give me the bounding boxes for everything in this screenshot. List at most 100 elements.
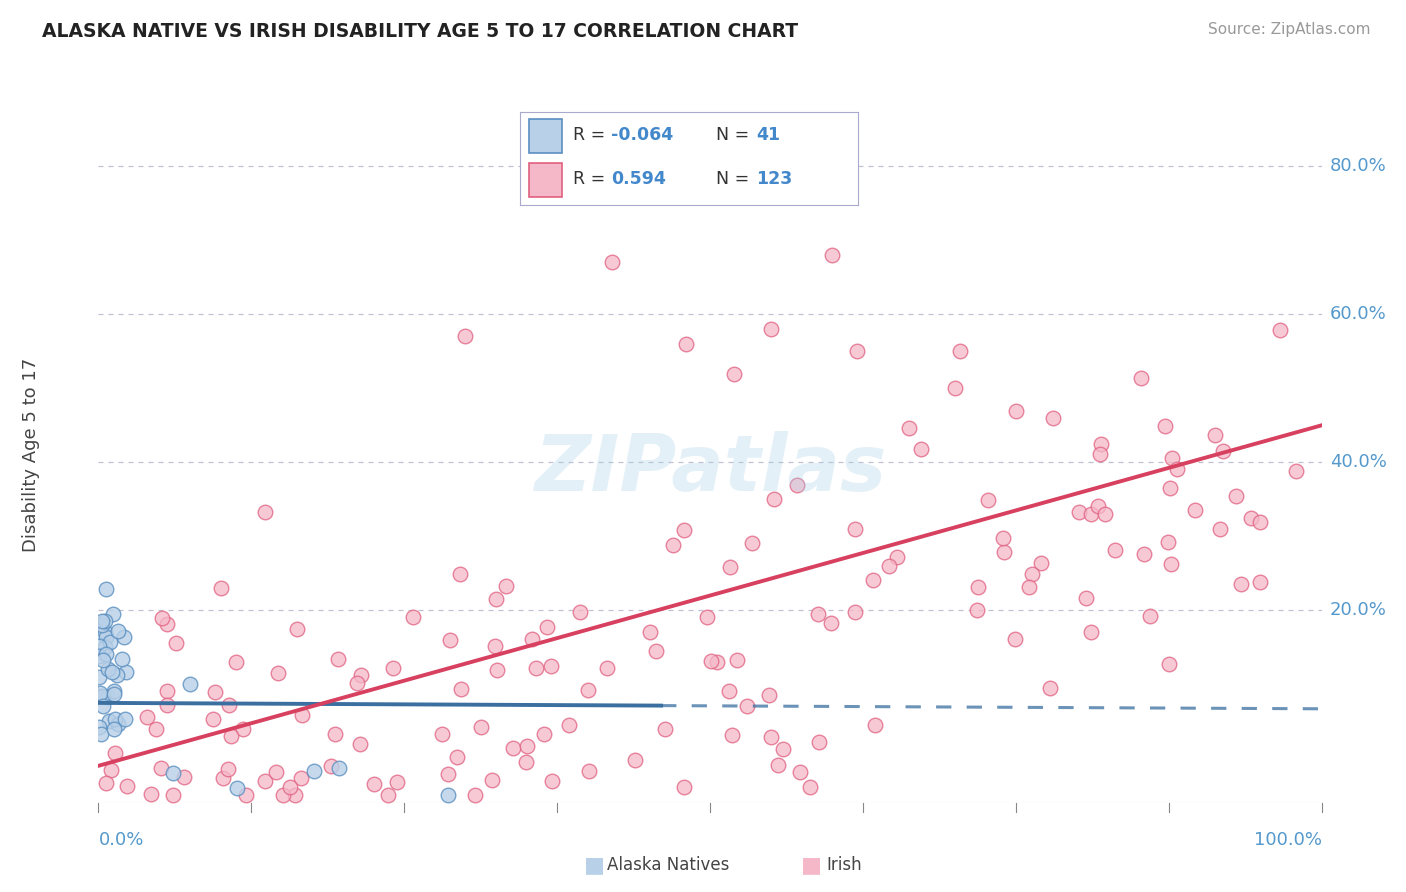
Point <box>966 603 988 617</box>
Point <box>1249 515 1271 529</box>
Point <box>155 698 177 713</box>
Point <box>90 618 112 632</box>
Point <box>1249 574 1271 589</box>
Point <box>1157 657 1180 672</box>
Point <box>576 682 599 697</box>
Point <box>98 714 121 729</box>
Point <box>1004 403 1026 417</box>
Point <box>91 652 114 666</box>
Point <box>662 538 685 552</box>
Point <box>1166 461 1188 475</box>
Point <box>450 681 472 696</box>
Text: 0.0%: 0.0% <box>98 831 143 849</box>
Point <box>706 655 728 669</box>
Point <box>993 545 1015 559</box>
Point <box>285 622 308 636</box>
Point <box>115 665 138 680</box>
Point <box>807 735 830 749</box>
Text: N =: N = <box>716 170 755 188</box>
Point <box>1130 371 1153 385</box>
Point <box>1031 557 1053 571</box>
Point <box>644 644 666 658</box>
Point <box>385 775 408 789</box>
Point <box>284 789 307 803</box>
Text: 123: 123 <box>756 170 793 188</box>
Point <box>93 689 115 703</box>
Point <box>156 684 179 698</box>
Point <box>624 753 647 767</box>
Text: R =: R = <box>572 127 610 145</box>
Point <box>439 632 461 647</box>
Point <box>540 658 562 673</box>
Text: Source: ZipAtlas.com: Source: ZipAtlas.com <box>1208 22 1371 37</box>
Point <box>654 722 676 736</box>
Point <box>600 255 623 269</box>
Point <box>1021 566 1043 581</box>
Point <box>897 421 920 435</box>
Point <box>97 662 120 676</box>
Point <box>162 789 184 803</box>
Point <box>1094 507 1116 521</box>
Text: 20.0%: 20.0% <box>1330 601 1386 619</box>
Point <box>402 609 425 624</box>
Point <box>1042 411 1064 425</box>
Point <box>150 611 173 625</box>
Point <box>533 727 555 741</box>
Point <box>524 660 547 674</box>
Point <box>1018 580 1040 594</box>
Point <box>865 718 887 732</box>
Point <box>94 582 117 596</box>
Point <box>93 640 115 655</box>
Point <box>484 639 506 653</box>
Point <box>596 661 619 675</box>
Point <box>789 764 811 779</box>
Point <box>516 739 538 754</box>
Text: Disability Age 5 to 17: Disability Age 5 to 17 <box>22 358 41 552</box>
Point <box>437 767 460 781</box>
Point <box>943 381 966 395</box>
Point <box>578 764 600 778</box>
Text: ALASKA NATIVE VS IRISH DISABILITY AGE 5 TO 17 CORRELATION CHART: ALASKA NATIVE VS IRISH DISABILITY AGE 5 … <box>42 22 799 41</box>
Point <box>1159 481 1181 495</box>
Point <box>93 614 115 628</box>
Point <box>112 630 135 644</box>
Point <box>101 665 124 680</box>
Point <box>768 758 790 772</box>
Point <box>226 780 249 795</box>
Point <box>382 661 405 675</box>
Text: R =: R = <box>572 170 610 188</box>
Point <box>1039 681 1062 695</box>
Point <box>103 687 125 701</box>
Point <box>1212 444 1234 458</box>
Point <box>232 722 254 736</box>
Point <box>100 763 122 777</box>
Text: Alaska Natives: Alaska Natives <box>607 856 730 874</box>
Bar <box>529 163 562 197</box>
Point <box>326 651 349 665</box>
Point <box>1285 464 1308 478</box>
Point <box>89 689 111 703</box>
Point <box>844 522 866 536</box>
Point <box>700 654 723 668</box>
Text: ZIPatlas: ZIPatlas <box>534 431 886 507</box>
Point <box>209 581 232 595</box>
Point <box>821 248 844 262</box>
Point <box>721 728 744 742</box>
Point <box>96 690 118 704</box>
Point <box>165 636 187 650</box>
Point <box>485 592 508 607</box>
Point <box>271 789 294 803</box>
Point <box>1153 418 1175 433</box>
Point <box>502 741 524 756</box>
Point <box>1268 322 1291 336</box>
Point <box>1240 511 1263 525</box>
Point <box>1076 591 1098 605</box>
Point <box>737 698 759 713</box>
Point <box>1209 522 1232 536</box>
Point <box>763 492 786 507</box>
Point <box>845 344 868 359</box>
Point <box>204 685 226 699</box>
Point <box>302 764 325 778</box>
Point <box>807 607 830 621</box>
Point <box>104 712 127 726</box>
